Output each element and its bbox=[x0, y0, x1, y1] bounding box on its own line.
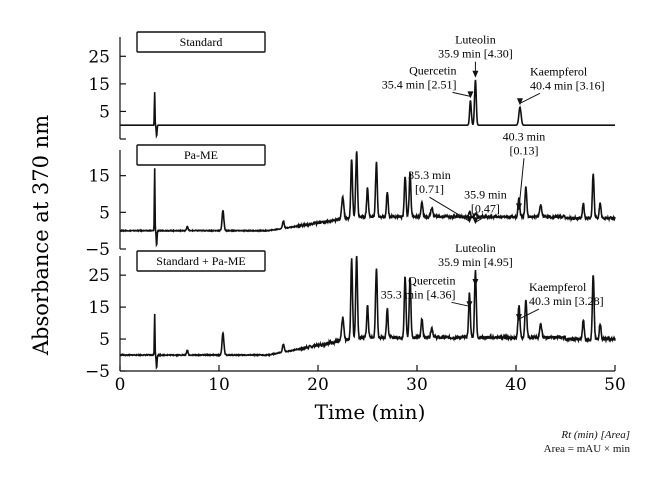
footnote-line-1: Rt (min) [Area] bbox=[561, 429, 630, 441]
annotation-arrowhead bbox=[516, 98, 523, 106]
peak-annotation: 40.3 min[0.13] bbox=[503, 129, 546, 211]
annotation-line: 40.4 min [3.16] bbox=[530, 78, 605, 92]
annotation-arrow bbox=[518, 158, 525, 209]
x-tick-label: 40 bbox=[505, 375, 527, 395]
annotation-line: [0.13] bbox=[509, 143, 538, 157]
panel-label-box bbox=[136, 144, 266, 166]
annotation-line: Kaempferol bbox=[530, 64, 588, 78]
annotation-line: Quercetin bbox=[408, 273, 455, 287]
panel-label: Standard bbox=[180, 35, 223, 49]
annotation-arrow bbox=[452, 91, 471, 97]
x-axis-label: Time (min) bbox=[315, 400, 426, 424]
annotation-arrow bbox=[518, 308, 540, 320]
y-tick-label: 15 bbox=[88, 167, 110, 187]
trace-line bbox=[119, 151, 616, 248]
footnote: Rt (min) [Area] Area = mAU × min bbox=[544, 428, 630, 456]
annotation-line: 40.3 min [3.28] bbox=[529, 294, 604, 308]
annotation-line: Quercetin bbox=[409, 63, 456, 77]
x-tick-label: 30 bbox=[406, 375, 428, 395]
annotation-line: 35.3 min bbox=[408, 168, 451, 182]
annotation-line: Luteolin bbox=[455, 241, 496, 255]
annotation-arrow bbox=[451, 301, 470, 307]
panel-label: Standard + Pa-ME bbox=[156, 254, 245, 268]
trace-line bbox=[120, 79, 615, 139]
annotation-arrowhead bbox=[515, 314, 522, 322]
x-tick-label: 10 bbox=[208, 375, 230, 395]
annotation-arrowhead bbox=[472, 278, 479, 286]
annotation-arrow bbox=[429, 196, 470, 222]
footnote-line-2: Area = mAU × min bbox=[543, 443, 630, 455]
annotation-arrowhead bbox=[472, 217, 479, 225]
panel-label-box bbox=[136, 31, 266, 53]
annotation-line: 40.3 min bbox=[503, 129, 546, 143]
annotation-line: 35.3 min [4.36] bbox=[381, 287, 456, 301]
y-tick-label: 5 bbox=[99, 102, 110, 122]
trace-line bbox=[119, 255, 616, 371]
x-tick-label: 50 bbox=[604, 375, 626, 395]
x-tick-label: 20 bbox=[307, 375, 329, 395]
y-tick-label: 5 bbox=[99, 203, 110, 223]
annotation-line: 35.9 min [4.30] bbox=[438, 47, 513, 61]
peak-annotation: 35.9 min[0.47] bbox=[464, 187, 507, 225]
annotation-line: 35.9 min bbox=[464, 187, 507, 201]
y-tick-label: 15 bbox=[88, 298, 110, 318]
y-tick-label: −5 bbox=[85, 362, 110, 382]
annotation-line: [0.71] bbox=[415, 182, 444, 196]
peak-annotation: 35.3 min[0.71] bbox=[408, 168, 473, 224]
annotation-arrow bbox=[519, 92, 541, 104]
annotation-arrowhead bbox=[515, 203, 522, 211]
y-axis-label: Absorbance at 370 nm bbox=[29, 115, 53, 356]
annotation-line: Kaempferol bbox=[529, 280, 587, 294]
annotation-arrowhead bbox=[466, 301, 473, 309]
annotation-line: Luteolin bbox=[455, 33, 496, 47]
annotation-line: 35.9 min [4.95] bbox=[438, 255, 513, 269]
x-axis: 0 10 20 30 40 50 bbox=[115, 365, 626, 395]
x-tick-label: 0 bbox=[115, 375, 126, 395]
annotation-arrow bbox=[475, 215, 486, 223]
panel-label: Pa-ME bbox=[184, 148, 218, 162]
annotation-line: [0.47] bbox=[471, 201, 500, 215]
y-tick-label: −5 bbox=[85, 240, 110, 260]
y-tick-label: 5 bbox=[99, 330, 110, 350]
panel-label-box bbox=[136, 250, 266, 272]
annotation-arrowhead bbox=[467, 91, 474, 99]
annotation-line: 35.4 min [2.51] bbox=[382, 77, 457, 91]
y-tick-label: 15 bbox=[88, 75, 110, 95]
annotation-arrowhead bbox=[472, 70, 479, 78]
y-tick-label: 25 bbox=[88, 47, 110, 67]
annotation-arrowhead bbox=[466, 216, 473, 224]
y-tick-label: 25 bbox=[88, 266, 110, 286]
